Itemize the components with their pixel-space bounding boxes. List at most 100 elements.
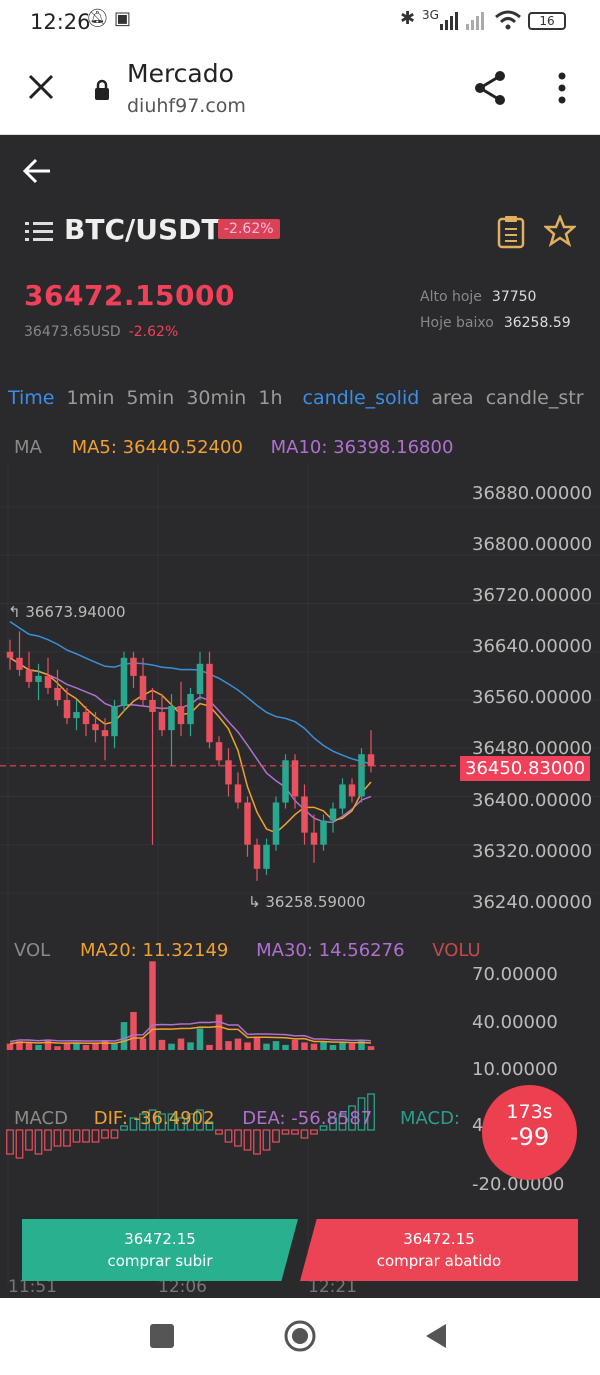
candle-body [63, 700, 71, 719]
buy-label: comprar subir [107, 1252, 213, 1270]
macd-bar [272, 1129, 280, 1143]
y-label: 36320.00000 [472, 841, 593, 862]
ma20-value: MA20: 11.32149 [79, 940, 229, 961]
browser-toolbar: Mercado diuhf97.com [0, 46, 600, 135]
tab-time[interactable]: Time [8, 387, 55, 409]
candle-body [253, 844, 261, 869]
macd-bar [310, 1129, 318, 1135]
back-arrow-icon[interactable] [22, 157, 54, 185]
volume-bar [44, 1039, 52, 1050]
macd-bar [177, 1117, 185, 1131]
volume-bar [139, 1038, 147, 1050]
volume-bar [111, 1043, 118, 1050]
tab-5min[interactable]: 5min [126, 387, 175, 409]
timer-seconds: 173s [506, 1101, 553, 1123]
vol-ma30-line [9, 1020, 372, 1043]
min-marker: ↳ 36258.59000 [248, 893, 366, 911]
max-marker: ↰ 36673.94000 [8, 603, 126, 621]
candle-body [320, 820, 327, 845]
volume-bar [234, 1038, 242, 1050]
close-icon[interactable] [24, 70, 58, 104]
macd-bar [6, 1129, 14, 1155]
candle-body [168, 706, 175, 731]
candle-body [358, 754, 365, 797]
recent-apps-icon[interactable] [150, 1324, 174, 1348]
vol-y-label: 40.00000 [472, 1012, 558, 1033]
tab-area[interactable]: area [431, 387, 474, 409]
candle-body [139, 675, 147, 700]
vol-y-label: 10.00000 [472, 1059, 558, 1080]
candle-body [196, 663, 204, 694]
macd-y-label: 4 [472, 1115, 484, 1136]
y-label: 36800.00000 [472, 534, 593, 555]
clock: 12:26 [30, 10, 91, 34]
macd-bar [234, 1129, 242, 1147]
candle-body [130, 657, 137, 676]
candle-body [187, 693, 194, 725]
candle-body [44, 675, 52, 688]
macd-bar [34, 1129, 43, 1155]
macd-bar [300, 1129, 309, 1139]
trading-pair[interactable]: BTC/USDT [64, 213, 221, 246]
macd-value: MACD: [399, 1108, 460, 1129]
list-icon[interactable] [25, 220, 55, 244]
tab-1h[interactable]: 1h [258, 387, 283, 409]
volume-bar [225, 1041, 232, 1050]
volume-bar [82, 1044, 90, 1050]
y-label: 36560.00000 [472, 687, 593, 708]
tab-candle-solid[interactable]: candle_solid [302, 387, 420, 409]
ma-long-line [9, 620, 372, 765]
candle-body [25, 669, 33, 682]
share-icon[interactable] [472, 70, 508, 106]
home-icon[interactable] [283, 1319, 317, 1353]
macd-bar [329, 1117, 337, 1131]
tab-1min[interactable]: 1min [66, 387, 115, 409]
candle-body [310, 832, 318, 845]
volume-bar [348, 1043, 356, 1050]
volume-bar [215, 1014, 223, 1050]
candle-body [234, 784, 242, 803]
wifi-icon [495, 10, 521, 30]
buy-price: 36472.15 [124, 1230, 196, 1248]
candle-body [206, 663, 213, 743]
candle-body [348, 784, 356, 797]
low-label: Hoje baixo [420, 315, 494, 331]
macd-bar [357, 1097, 366, 1131]
volume-bar [120, 1022, 128, 1050]
volu-label: VOLU [432, 940, 481, 961]
macd-bar [186, 1113, 195, 1131]
kline-chart[interactable] [0, 465, 600, 1295]
more-options-icon[interactable] [552, 70, 572, 106]
candle-body [339, 784, 346, 809]
y-label: 36640.00000 [472, 636, 593, 657]
tab-candle-stroke[interactable]: candle_str [485, 387, 584, 409]
macd-bar [63, 1129, 71, 1147]
macd-bar [110, 1129, 119, 1139]
change-badge: -2.62% [218, 219, 280, 239]
buy-up-button[interactable]: 36472.15 comprar subir [22, 1219, 298, 1281]
macd-bar [348, 1105, 356, 1131]
macd-bar [82, 1129, 90, 1143]
buy-down-button[interactable]: 36472.15 comprar abatido [300, 1219, 578, 1281]
volume-bar [339, 1042, 346, 1050]
back-icon[interactable] [424, 1322, 448, 1350]
macd-legend: MACD DIF: -36.4902 DEA: -56.8587 MACD: [14, 1108, 460, 1129]
tab-30min[interactable]: 30min [186, 387, 247, 409]
macd-bar [224, 1129, 233, 1143]
volume-bar [92, 1043, 99, 1050]
countdown-timer: 173s -99 [482, 1085, 577, 1180]
macd-bar [338, 1113, 347, 1131]
candle-body [367, 754, 375, 767]
star-icon[interactable] [544, 215, 576, 247]
trading-screen: BTC/USDT -2.62% 36472.15000 36473.65USD -… [0, 135, 600, 1298]
candle-body [149, 700, 156, 713]
ma-legend: MA MA5: 36440.52400 MA10: 36398.16800 [14, 437, 453, 458]
y-label: 36720.00000 [472, 585, 593, 606]
volume-bar [367, 1046, 375, 1050]
network-label: 3G [422, 8, 439, 22]
volume-bar [54, 1046, 61, 1050]
page-url[interactable]: diuhf97.com [127, 95, 246, 117]
candle-body [263, 844, 270, 869]
candle-body [282, 760, 289, 803]
clipboard-icon[interactable] [497, 215, 527, 249]
